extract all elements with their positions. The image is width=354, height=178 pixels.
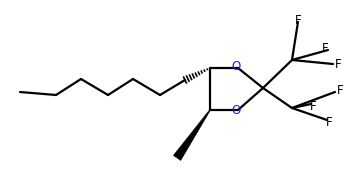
Polygon shape — [173, 110, 210, 161]
Text: O: O — [232, 61, 241, 74]
Text: F: F — [326, 116, 332, 129]
Text: F: F — [322, 43, 328, 56]
Text: F: F — [310, 100, 316, 112]
Text: F: F — [337, 85, 343, 98]
Text: F: F — [295, 14, 301, 27]
Text: O: O — [232, 104, 241, 117]
Text: F: F — [335, 57, 341, 70]
